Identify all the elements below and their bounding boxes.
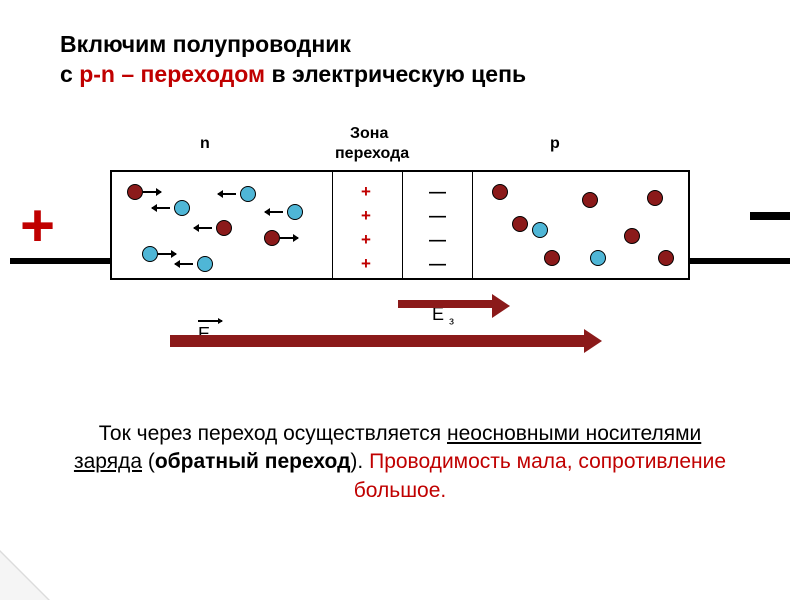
caption-1: Ток через переход осуществляется	[99, 422, 447, 445]
page-curl-icon-light	[0, 552, 48, 600]
electron-carrier	[142, 246, 158, 262]
title-line2b: в электрическую цепь	[265, 61, 526, 87]
field-arrow-ez	[398, 300, 498, 308]
electron-carrier	[197, 256, 213, 272]
hole-carrier	[658, 250, 674, 266]
wire-left	[10, 258, 110, 264]
hole-carrier	[492, 184, 508, 200]
title-line1: Включим полупроводник	[60, 31, 351, 57]
slide-title: Включим полупроводник с p-n – переходом …	[60, 30, 526, 90]
plus-terminal-icon: +	[20, 196, 55, 256]
hole-carrier	[582, 192, 598, 208]
carrier-arrow	[265, 211, 283, 213]
carrier-arrow	[175, 263, 193, 265]
caption-red: Проводимость мала, сопротивление большое…	[354, 450, 726, 501]
minus-terminal-icon	[750, 212, 790, 220]
hole-carrier	[264, 230, 280, 246]
zone-divider	[402, 172, 403, 278]
carrier-arrow	[158, 253, 176, 255]
zone-divider	[332, 172, 333, 278]
depletion-minus-column: ————	[429, 180, 446, 276]
label-zone2: перехода	[335, 145, 409, 163]
label-zone1: Зона	[350, 125, 388, 143]
carrier-arrow	[218, 193, 236, 195]
electron-carrier	[240, 186, 256, 202]
hole-carrier	[624, 228, 640, 244]
field-arrow-eext	[170, 335, 590, 347]
depletion-plus-column: ++++	[361, 180, 371, 276]
electron-carrier	[590, 250, 606, 266]
hole-carrier	[544, 250, 560, 266]
caption-bold: обратный переход	[155, 450, 351, 473]
carrier-arrow	[280, 237, 298, 239]
hole-carrier	[216, 220, 232, 236]
label-p: p	[550, 135, 560, 153]
electron-carrier	[174, 200, 190, 216]
carrier-arrow	[152, 207, 170, 209]
electron-carrier	[287, 204, 303, 220]
caption-3: (	[142, 450, 155, 473]
hole-carrier	[512, 216, 528, 232]
hole-carrier	[127, 184, 143, 200]
title-line2-red: p-n – переходом	[79, 61, 265, 87]
zone-divider	[472, 172, 473, 278]
caption-5: ).	[350, 450, 369, 473]
electron-carrier	[532, 222, 548, 238]
pn-junction-diagram: ++++ ————	[110, 170, 690, 280]
title-line2a: с	[60, 61, 79, 87]
carrier-arrow	[194, 227, 212, 229]
vector-over-eext	[198, 320, 222, 322]
label-n: n	[200, 135, 210, 153]
caption-text: Ток через переход осуществляется неоснов…	[70, 420, 730, 505]
wire-right	[690, 258, 790, 264]
carrier-arrow	[143, 191, 161, 193]
hole-carrier	[647, 190, 663, 206]
